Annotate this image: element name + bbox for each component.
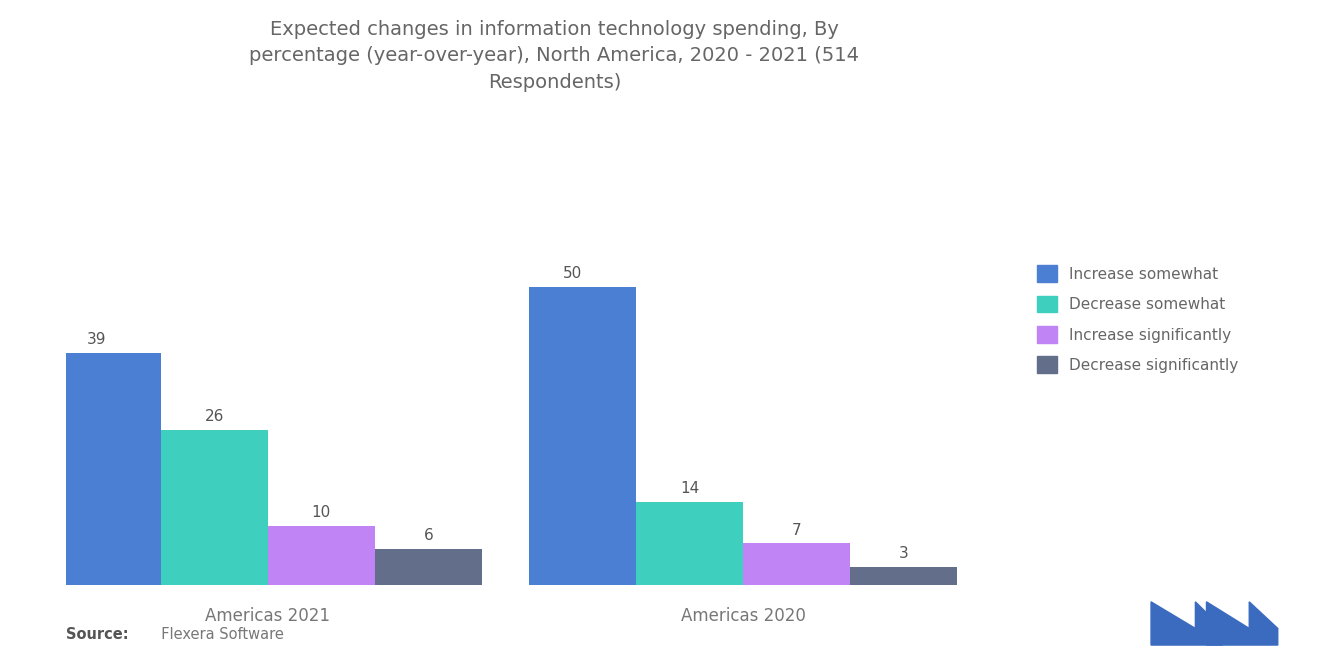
Text: 10: 10	[312, 505, 331, 519]
Text: Expected changes in information technology spending, By
percentage (year-over-ye: Expected changes in information technolo…	[249, 20, 859, 92]
Polygon shape	[1206, 602, 1278, 645]
Legend: Increase somewhat, Decrease somewhat, Increase significantly, Decrease significa: Increase somewhat, Decrease somewhat, In…	[1038, 265, 1238, 373]
Bar	[636, 501, 743, 585]
Text: 7: 7	[792, 523, 801, 537]
Bar	[54, 352, 161, 585]
Text: Flexera Software: Flexera Software	[152, 626, 284, 642]
Bar	[850, 567, 957, 585]
Text: 6: 6	[424, 529, 433, 543]
Text: 14: 14	[680, 481, 700, 496]
Text: 39: 39	[87, 332, 107, 346]
Text: 26: 26	[205, 409, 224, 424]
Text: 3: 3	[899, 547, 908, 561]
Bar	[268, 525, 375, 585]
Bar	[375, 549, 482, 585]
Text: Source:: Source:	[66, 626, 128, 642]
Bar	[529, 287, 636, 585]
Polygon shape	[1151, 602, 1222, 645]
Bar	[743, 543, 850, 585]
Text: 50: 50	[562, 266, 582, 281]
Bar	[161, 430, 268, 585]
